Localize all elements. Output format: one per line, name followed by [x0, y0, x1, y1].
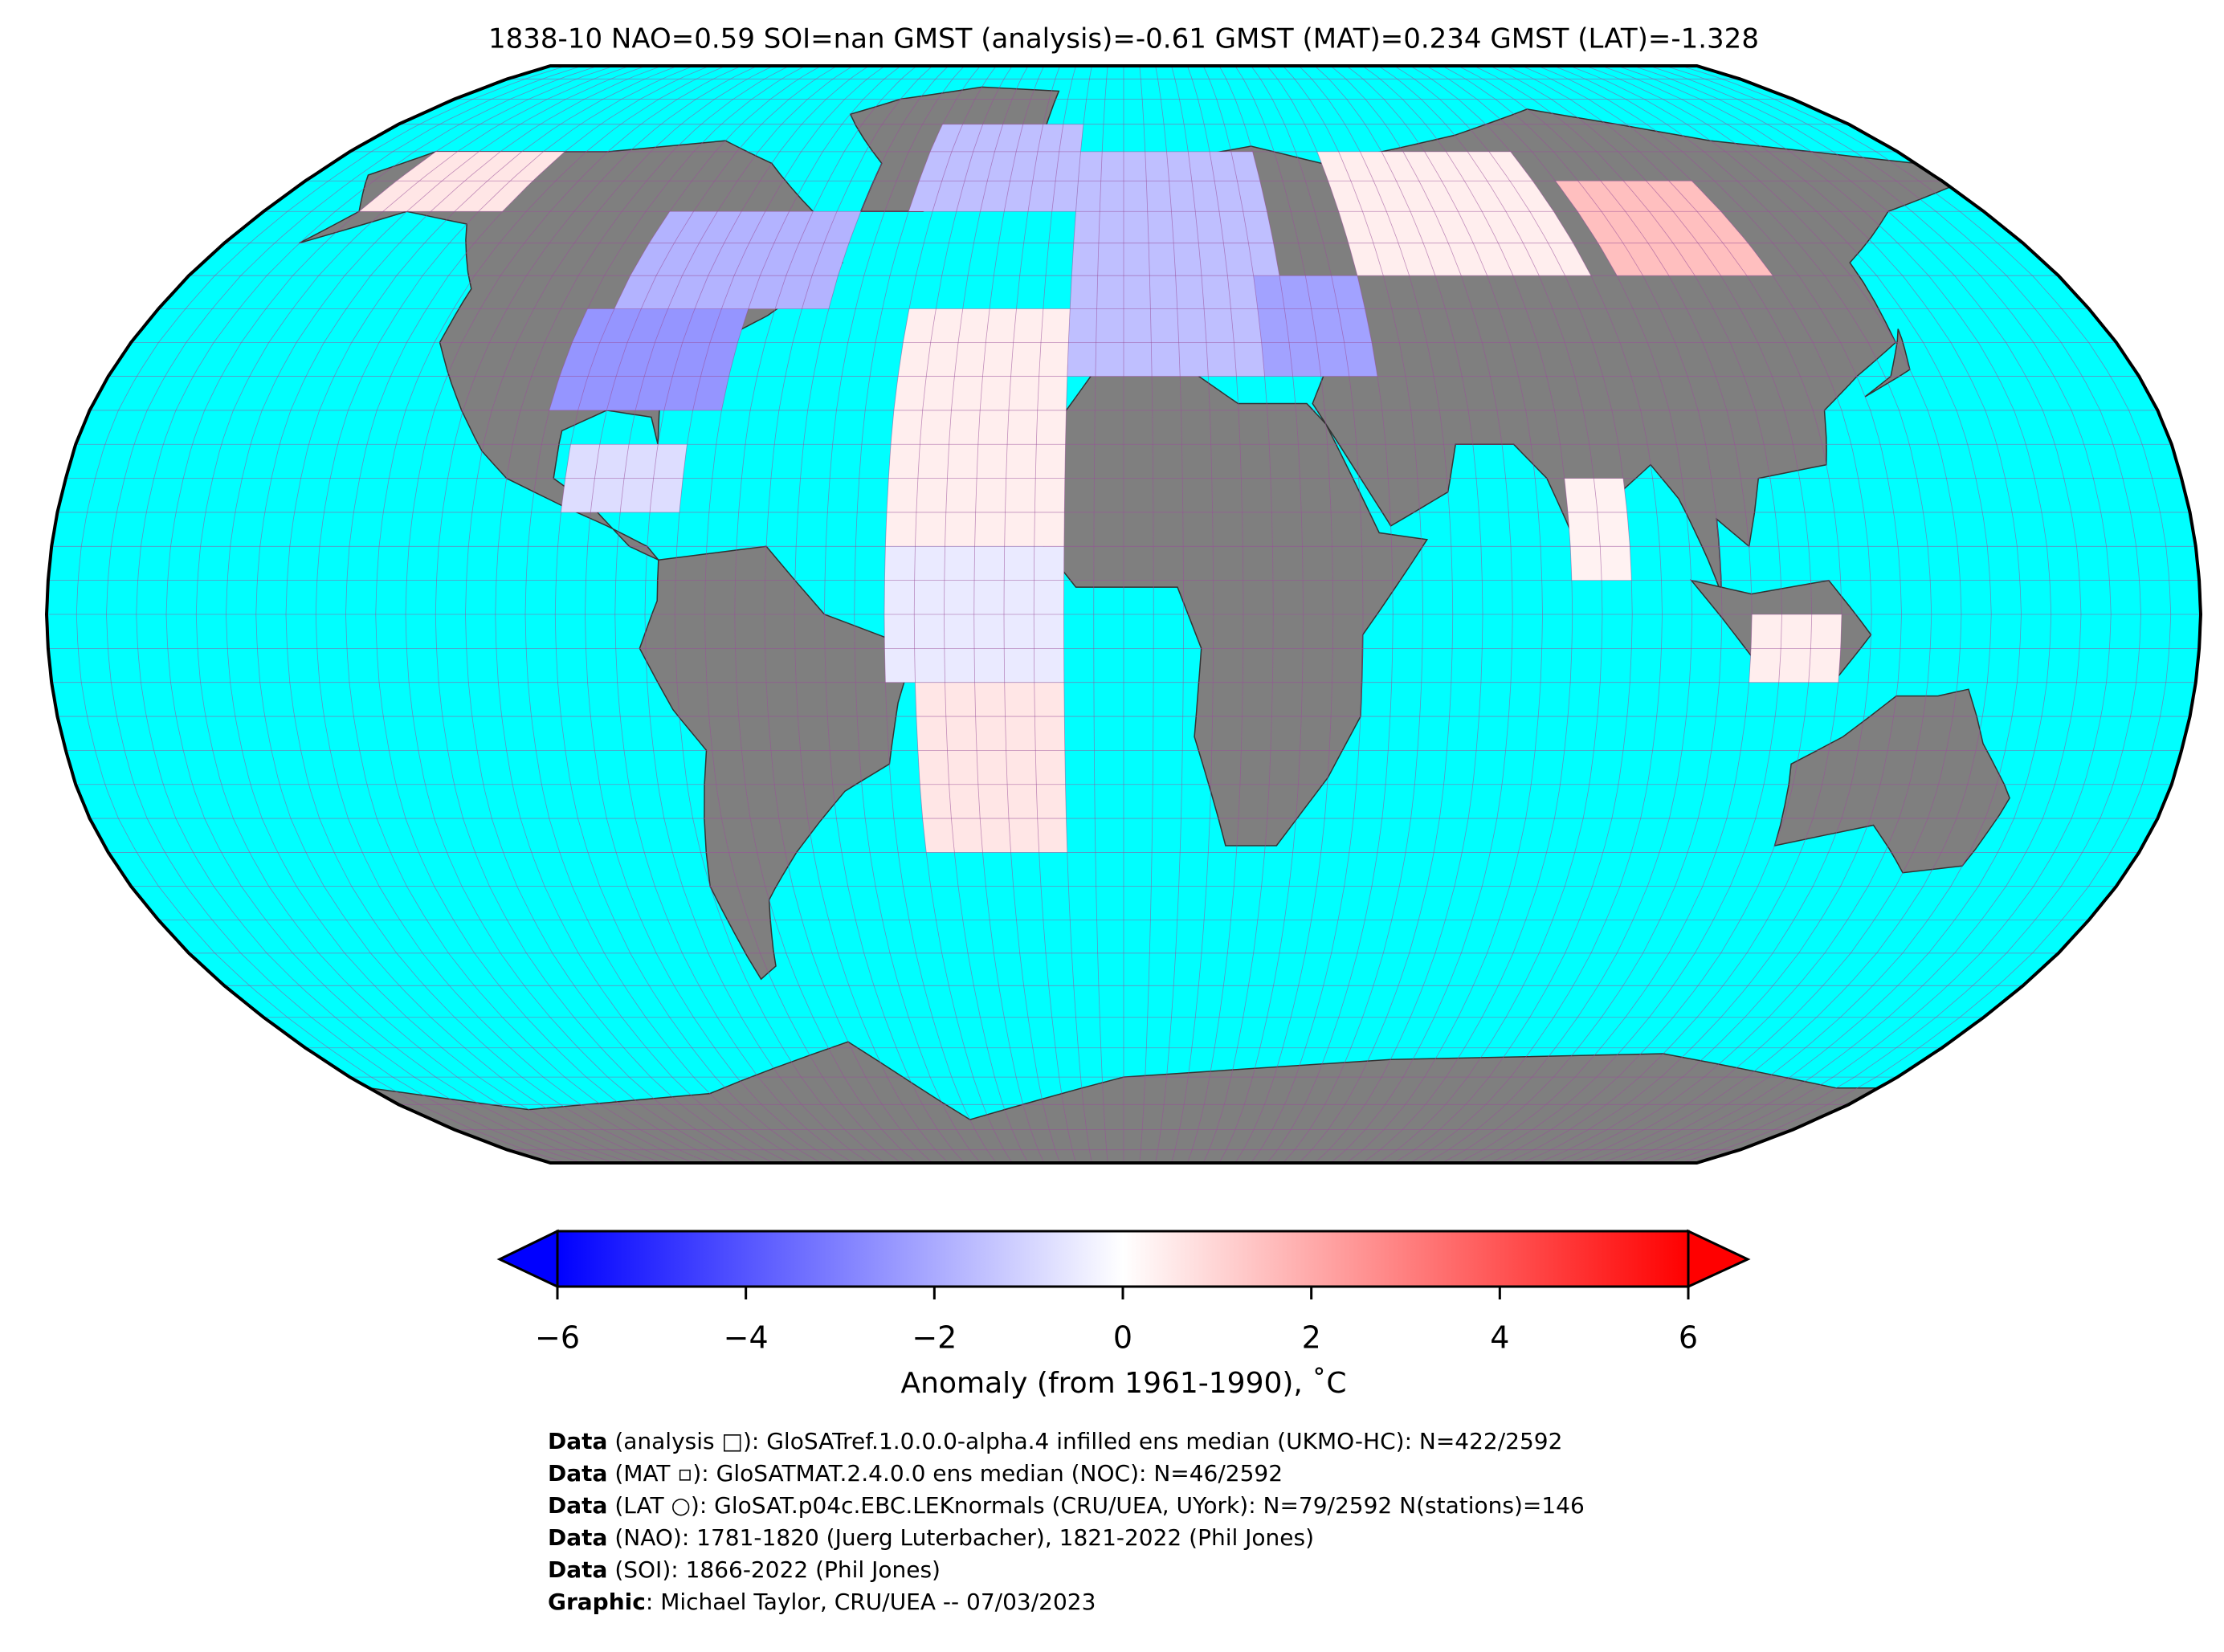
colorbar-tick-label: 6: [1679, 1320, 1698, 1356]
credit-text: (NAO): 1781-1820 (Juerg Luterbacher), 18…: [607, 1524, 1314, 1551]
credit-line: Graphic: Michael Taylor, CRU/UEA -- 07/0…: [548, 1589, 1096, 1615]
credit-text: (MAT ▫): GloSATMAT.2.4.0.0 ens median (N…: [607, 1460, 1283, 1487]
map-outline: [44, 64, 2203, 1165]
anomaly-cell: [915, 682, 1067, 853]
graticule: [47, 66, 2201, 1163]
colorbar-body: [556, 1230, 1690, 1288]
credit-text: (LAT ○): GloSAT.p04c.EBC.LEKnormals (CRU…: [607, 1492, 1584, 1519]
credit-line: Data (MAT ▫): GloSATMAT.2.4.0.0 ens medi…: [548, 1460, 1283, 1487]
credit-text: : Michael Taylor, CRU/UEA -- 07/03/2023: [646, 1589, 1096, 1615]
colorbar-extend-high: [1687, 1229, 1751, 1289]
credits: Data (analysis □): GloSATref.1.0.0.0-alp…: [548, 1428, 1585, 1615]
credit-label: Data: [548, 1428, 607, 1454]
credit-line: Data (LAT ○): GloSAT.p04c.EBC.LEKnormals…: [548, 1492, 1585, 1519]
anomaly-cell: [885, 308, 1071, 547]
anomaly-cell: [1564, 478, 1632, 581]
landmass: [1864, 328, 1911, 398]
colorbar-label: Anomaly (from 1961-1990), ˚C: [901, 1367, 1347, 1400]
credit-text: (SOI): 1866-2022 (Phil Jones): [607, 1556, 941, 1583]
anomaly-cell: [1253, 275, 1377, 377]
credit-label: Data: [548, 1460, 607, 1487]
colorbar-tick-label: 0: [1113, 1320, 1132, 1356]
credit-label: Data: [548, 1492, 607, 1519]
colorbar-tick-label: 2: [1302, 1320, 1321, 1356]
colorbar-tick-label: −2: [912, 1320, 957, 1356]
colorbar-tick-label: −6: [535, 1320, 580, 1356]
credit-line: Data (analysis □): GloSATref.1.0.0.0-alp…: [548, 1428, 1562, 1454]
anomaly-cell: [908, 124, 1083, 212]
credit-label: Data: [548, 1524, 607, 1551]
credit-line: Data (SOI): 1866-2022 (Phil Jones): [548, 1556, 941, 1583]
credit-label: Data: [548, 1556, 607, 1583]
anomaly-cell: [614, 211, 861, 309]
map-title: 1838-10 NAO=0.59 SOI=nan GMST (analysis)…: [488, 23, 1759, 55]
credit-label: Graphic: [548, 1589, 646, 1615]
colorbar-tick-label: 4: [1490, 1320, 1509, 1356]
colorbar-extend-low: [496, 1229, 559, 1289]
colorbar-tick-label: −4: [724, 1320, 769, 1356]
credit-text: (analysis □): GloSATref.1.0.0.0-alpha.4 …: [607, 1428, 1562, 1454]
credit-line: Data (NAO): 1781-1820 (Juerg Luterbacher…: [548, 1524, 1314, 1551]
anomaly-cell: [1316, 151, 1591, 276]
colorbar: [496, 1229, 1751, 1299]
anomaly-cell: [359, 151, 565, 212]
landmass: [1773, 688, 2010, 874]
anomaly-cell: [1555, 181, 1773, 276]
